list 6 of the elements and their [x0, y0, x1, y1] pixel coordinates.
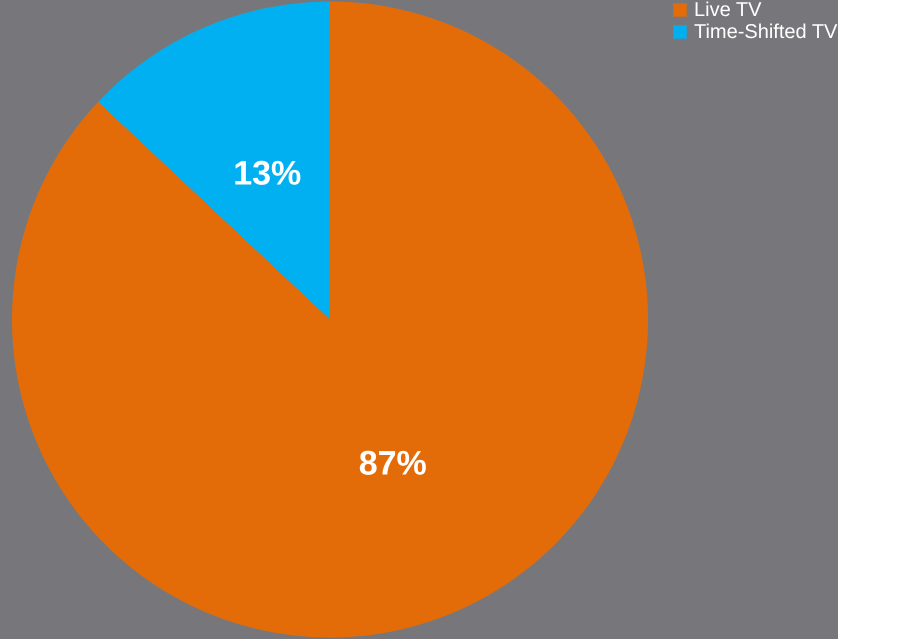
pie-slice — [98, 2, 330, 320]
pie-slice — [12, 2, 648, 638]
legend-label: Time-Shifted TV — [694, 21, 838, 43]
data-label: 13% — [233, 154, 302, 192]
legend-label: Live TV — [694, 0, 762, 21]
data-label: 87% — [358, 444, 427, 483]
